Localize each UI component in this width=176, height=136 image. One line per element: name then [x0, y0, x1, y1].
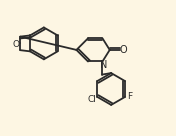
Text: F: F: [127, 92, 132, 101]
Text: O: O: [120, 45, 127, 55]
Text: O: O: [12, 40, 19, 49]
Text: Cl: Cl: [88, 95, 97, 104]
Text: N: N: [100, 60, 107, 70]
